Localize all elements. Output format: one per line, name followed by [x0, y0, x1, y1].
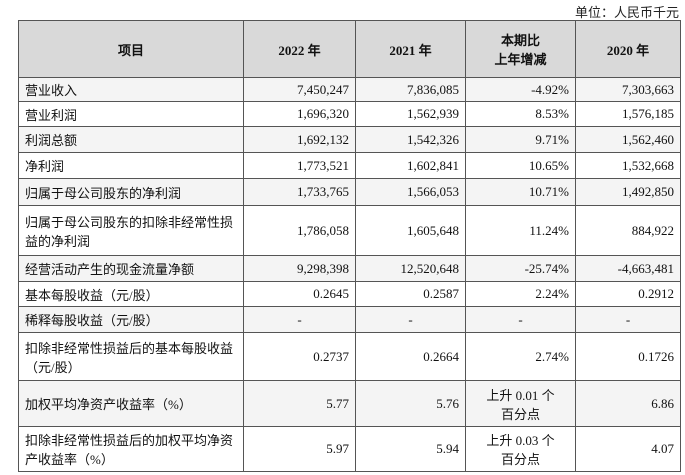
- item-cell: 归属于母公司股东的净利润: [18, 178, 244, 206]
- header-cell: 项目: [18, 20, 244, 78]
- financial-table: 项目 2022 年 2021 年本期比 上年增减 2020 年 营业收入 7,450,24…: [18, 20, 681, 472]
- value-cell: -4.92%: [465, 77, 576, 102]
- header-cell: 2020 年: [575, 20, 681, 78]
- header-line: 本期比: [500, 33, 540, 48]
- item-cell: 归属于母公司股东的扣除非经常性损益的净利润: [18, 205, 244, 256]
- value-cell: 11.24%: [465, 205, 576, 256]
- table-row: 稀释每股收益（元/股） - - - -: [18, 306, 681, 333]
- item-cell: 扣除非经常性损益后的加权平均净资产收益率（%）: [18, 426, 244, 472]
- value-cell: 4.07: [575, 426, 681, 472]
- value-cell: 1,733,765: [243, 178, 356, 206]
- value-cell: -4,663,481: [575, 255, 681, 282]
- unit-note: 单位：人民币千元: [574, 5, 679, 20]
- value-cell: 0.2587: [355, 281, 466, 307]
- table-row: 归属于母公司股东的净利润 1,733,765 1,566,053 10.71% 1,49…: [18, 178, 681, 206]
- value-cell: 上升 0.01 个百分点: [465, 380, 576, 427]
- value-cell: 2.24%: [465, 281, 576, 307]
- table-row: 经营活动产生的现金流量净额 9,298,398 12,520,648 -25.74% -…: [18, 255, 681, 282]
- value-cell: 1,576,185: [575, 101, 681, 127]
- value-cell: 1,532,668: [575, 152, 681, 179]
- value-cell: 9,298,398: [243, 255, 356, 282]
- value-cell: 1,566,053: [355, 178, 466, 206]
- item-cell: 经营活动产生的现金流量净额: [18, 255, 244, 282]
- header-cell: 2022 年: [243, 20, 356, 78]
- value-cell: 5.77: [243, 380, 356, 427]
- item-cell: 加权平均净资产收益率（%）: [18, 380, 244, 427]
- header-cell: 本期比 上年增减: [465, 20, 576, 78]
- value-cell: 1,562,939: [355, 101, 466, 127]
- value-cell: 8.53%: [465, 101, 576, 127]
- value-cell: 0.2645: [243, 281, 356, 307]
- value-cell: 10.71%: [465, 178, 576, 206]
- table-row: 营业利润 1,696,320 1,562,939 8.53% 1,576,185: [18, 101, 681, 127]
- item-cell: 利润总额: [18, 126, 244, 153]
- value-cell: 884,922: [575, 205, 681, 256]
- value-cell: 12,520,648: [355, 255, 466, 282]
- item-cell: 营业收入: [18, 77, 244, 102]
- value-cell: 1,692,132: [243, 126, 356, 153]
- value-cell: 0.2664: [355, 332, 466, 381]
- value-cell: 0.2737: [243, 332, 356, 381]
- value-cell: 10.65%: [465, 152, 576, 179]
- value-cell: 7,303,663: [575, 77, 681, 102]
- value-cell: 0.1726: [575, 332, 681, 381]
- header-row: 项目 2022 年 2021 年本期比 上年增减 2020 年: [18, 20, 681, 78]
- item-cell: 扣除非经常性损益后的基本每股收益（元/股）: [18, 332, 244, 381]
- value-cell: -: [575, 306, 681, 333]
- value-cell: 1,605,648: [355, 205, 466, 256]
- value-cell: 9.71%: [465, 126, 576, 153]
- value-cell: 6.86: [575, 380, 681, 427]
- value-cell: 1,602,841: [355, 152, 466, 179]
- item-cell: 净利润: [18, 152, 244, 179]
- value-cell: -: [243, 306, 356, 333]
- table-row: 营业收入 7,450,247 7,836,085 -4.92% 7,303,663: [18, 77, 681, 102]
- value-cell: 5.94: [355, 426, 466, 472]
- item-cell: 稀释每股收益（元/股）: [18, 306, 244, 333]
- table-row: 扣除非经常性损益后的基本每股收益（元/股） 0.2737 0.2664 2.74% 0.…: [18, 332, 681, 381]
- header-line: 上年增减: [494, 52, 547, 67]
- value-cell: 上升 0.03 个百分点: [465, 426, 576, 472]
- table-row: 基本每股收益（元/股） 0.2645 0.2587 2.24% 0.2912: [18, 281, 681, 307]
- value-cell: 7,450,247: [243, 77, 356, 102]
- table-row: 净利润 1,773,521 1,602,841 10.65% 1,532,668: [18, 152, 681, 179]
- header-cell: 2021 年: [355, 20, 466, 78]
- value-cell: 1,562,460: [575, 126, 681, 153]
- value-cell: 1,542,326: [355, 126, 466, 153]
- item-cell: 营业利润: [18, 101, 244, 127]
- value-cell: 1,492,850: [575, 178, 681, 206]
- value-cell: 0.2912: [575, 281, 681, 307]
- value-cell: 2.74%: [465, 332, 576, 381]
- table-row: 归属于母公司股东的扣除非经常性损益的净利润 1,786,058 1,605,648 1…: [18, 205, 681, 256]
- value-cell: 1,696,320: [243, 101, 356, 127]
- value-cell: 1,786,058: [243, 205, 356, 256]
- table-row: 加权平均净资产收益率（%） 5.77 5.76 上升 0.01 个百分点 6.86: [18, 380, 681, 427]
- value-cell: -25.74%: [465, 255, 576, 282]
- value-cell: 7,836,085: [355, 77, 466, 102]
- value-cell: 5.76: [355, 380, 466, 427]
- value-cell: 1,773,521: [243, 152, 356, 179]
- item-cell: 基本每股收益（元/股）: [18, 281, 244, 307]
- table-row: 扣除非经常性损益后的加权平均净资产收益率（%） 5.97 5.94 上升 0.03 个…: [18, 426, 681, 472]
- table-row: 利润总额 1,692,132 1,542,326 9.71% 1,562,460: [18, 126, 681, 153]
- value-cell: -: [355, 306, 466, 333]
- value-cell: 5.97: [243, 426, 356, 472]
- value-cell: -: [465, 306, 576, 333]
